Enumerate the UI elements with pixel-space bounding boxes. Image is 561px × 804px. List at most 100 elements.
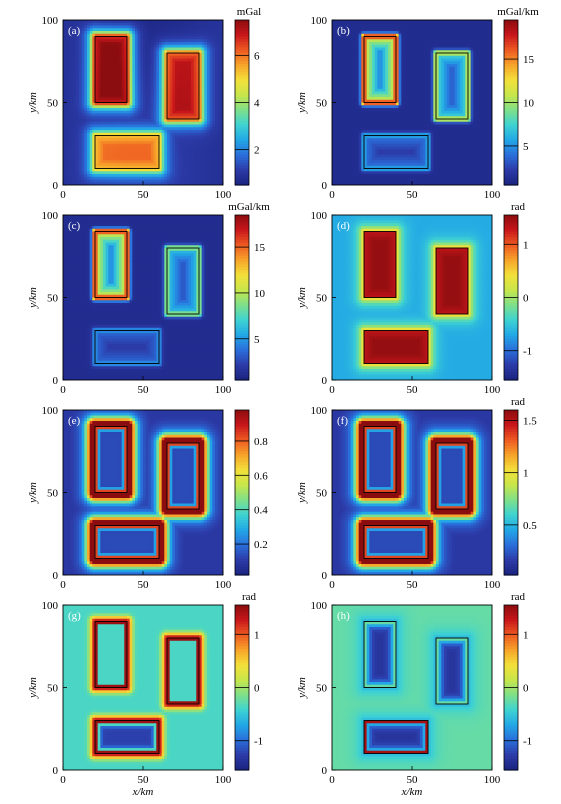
heatmap-cell (217, 72, 221, 76)
colorbar-swatch (235, 108, 249, 112)
heatmap-cell (167, 66, 171, 71)
heatmap-cell (207, 36, 211, 40)
heatmap-cell (332, 110, 336, 115)
heatmap-cell (353, 44, 357, 49)
heatmap-cell (388, 64, 392, 68)
heatmap-cell (388, 124, 392, 128)
heatmap-cell (356, 163, 360, 167)
heatmap-cell (92, 44, 96, 49)
heatmap-cell (140, 116, 144, 120)
heatmap-cell (100, 154, 104, 159)
heatmap-cell (361, 72, 365, 76)
heatmap-cell (177, 97, 181, 101)
heatmap-cell (129, 160, 133, 164)
heatmap-cell (97, 33, 101, 38)
heatmap-cell (217, 113, 221, 117)
heatmap-cell (215, 138, 219, 142)
heatmap-cell (87, 69, 91, 73)
heatmap-cell (81, 130, 85, 134)
body-outline (94, 36, 128, 103)
heatmap-cell (196, 91, 200, 95)
heatmap-cell (148, 152, 152, 156)
heatmap-cell (151, 160, 155, 164)
heatmap-cell (199, 50, 203, 54)
heatmap-cell (169, 53, 173, 57)
heatmap-cell (199, 44, 203, 49)
heatmap-cell (382, 44, 386, 49)
heatmap-cell (81, 113, 85, 117)
heatmap-cell (161, 25, 165, 29)
heatmap-cell (76, 28, 80, 32)
heatmap-cell (220, 143, 223, 148)
heatmap-cell (132, 127, 136, 131)
heatmap-cell (374, 108, 378, 112)
heatmap-cell (188, 39, 192, 43)
heatmap-cell (380, 127, 384, 131)
heatmap-cell (76, 168, 80, 172)
heatmap-cell (63, 157, 67, 161)
heatmap-cell (148, 94, 152, 98)
heatmap-cell (132, 97, 136, 101)
heatmap-cell (204, 135, 208, 139)
heatmap-cell (199, 72, 203, 76)
heatmap-cell (68, 36, 72, 40)
heatmap-cell (372, 182, 376, 185)
heatmap-cell (92, 83, 96, 87)
heatmap-cell (175, 127, 179, 131)
heatmap-cell (73, 42, 77, 46)
heatmap-cell (140, 171, 144, 175)
heatmap-cell (204, 160, 208, 164)
heatmap-cell (151, 174, 155, 178)
heatmap-cell (121, 77, 125, 82)
heatmap-cell (148, 99, 152, 104)
heatmap-cell (71, 132, 75, 137)
heatmap-cell (103, 53, 107, 57)
heatmap-cell (193, 20, 197, 24)
heatmap-cell (116, 179, 120, 183)
heatmap-cell (140, 44, 144, 49)
heatmap-cell (103, 66, 107, 71)
heatmap-cell (145, 152, 149, 156)
heatmap-cell (177, 102, 181, 106)
heatmap-cell (79, 121, 83, 126)
heatmap-cell (366, 179, 370, 183)
heatmap-cell (71, 69, 75, 73)
heatmap-cell (366, 44, 370, 49)
heatmap-cell (196, 165, 200, 170)
heatmap-cell (382, 86, 386, 90)
heatmap-cell (201, 61, 205, 65)
heatmap-cell (71, 174, 75, 178)
heatmap-cell (156, 127, 160, 131)
heatmap-cell (366, 121, 370, 126)
heatmap-cell (89, 165, 93, 170)
heatmap-cell (111, 176, 115, 181)
heatmap-cell (361, 39, 365, 43)
heatmap-cell (364, 50, 368, 54)
heatmap-cell (164, 28, 168, 32)
heatmap-cell (350, 94, 354, 98)
heatmap-cell (382, 99, 386, 104)
heatmap-cell (385, 75, 389, 79)
heatmap-cell (337, 108, 341, 112)
heatmap-cell (204, 88, 208, 93)
heatmap-cell (156, 176, 160, 181)
heatmap-cell (340, 143, 344, 148)
heatmap-cell (369, 50, 373, 54)
heatmap-cell (127, 66, 131, 71)
heatmap-cell (135, 64, 139, 68)
heatmap-cell (79, 154, 83, 159)
heatmap-cell (185, 53, 189, 57)
heatmap-cell (148, 113, 152, 117)
heatmap-cell (63, 121, 67, 126)
heatmap-cell (201, 72, 205, 76)
heatmap-cell (63, 42, 67, 46)
heatmap-cell (108, 182, 112, 185)
heatmap-cell (220, 75, 223, 79)
heatmap-cell (121, 47, 125, 51)
heatmap-cell (148, 119, 152, 123)
heatmap-cell (358, 72, 362, 76)
heatmap-cell (124, 66, 128, 71)
heatmap-cell (212, 86, 216, 90)
heatmap-cell (103, 99, 107, 104)
heatmap-cell (121, 165, 125, 170)
